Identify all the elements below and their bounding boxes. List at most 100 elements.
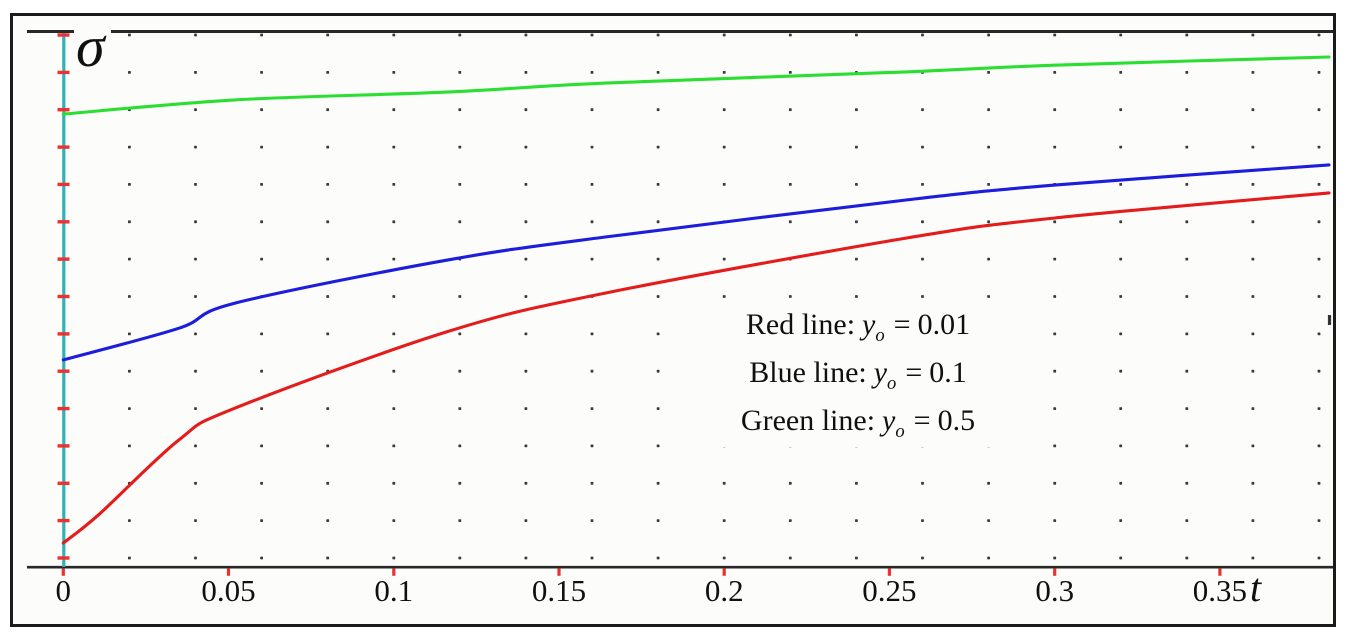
grid-dot [987,71,990,74]
grid-dot [128,295,131,298]
legend-value: 0.5 [937,404,976,437]
grid-dot [392,556,396,560]
grid-dot [855,481,858,485]
grid-dot [921,481,924,485]
grid-dot [590,71,594,74]
grid-dot [458,444,462,448]
grid-dot [1053,71,1057,74]
grid-dot [722,295,726,298]
grid-dot [1119,220,1123,224]
grid-dot [458,295,462,298]
grid-dot [194,108,197,112]
grid-dot [590,183,594,186]
grid-dot [1119,407,1123,410]
grid-dot [1251,444,1255,448]
grid-dot [855,220,858,224]
grid-dot [128,257,131,261]
grid-dot [260,183,263,186]
grid-dot [326,220,330,224]
grid-dot [788,108,792,112]
grid-dot [855,556,858,560]
grid-dot [260,481,263,485]
grid-dot [1053,369,1057,373]
grid-dot [1185,33,1189,37]
grid-dot [392,369,396,373]
legend: Red line: yo = 0.01 Blue line: yo = 0.1 Green … [712,303,1004,447]
grid-dot [260,220,263,224]
grid-dot [788,556,792,560]
grid-dot [392,33,396,37]
grid-dot [524,556,528,560]
legend-value: 0.1 [929,356,967,389]
grid-dot [1185,481,1189,485]
grid-dot [722,519,726,522]
grid-dot [855,145,858,149]
grid-dot [722,556,726,560]
grid-dot [524,481,528,485]
grid-dot [788,33,792,37]
grid-dot [788,71,792,74]
grid-dot [656,71,660,74]
grid-dot [921,556,924,560]
grid-dot [656,295,660,298]
grid-dot [1251,295,1255,298]
grid-dot [524,145,528,149]
grid-dot [921,145,924,149]
grid-dot [987,145,990,149]
grid-dot [1251,183,1255,186]
grid-dot [722,257,726,261]
grid-dot [1251,33,1255,37]
grid-dot [392,481,396,485]
grid-dot [194,257,197,261]
x-axis-title: t [1250,565,1262,610]
grid-dot [326,145,330,149]
grid-dot [392,332,396,336]
grid-dot [1317,556,1321,560]
grid-dot [458,369,462,373]
grid-dot [1317,481,1321,485]
grid-dot [1185,220,1189,224]
grid-dot [524,257,528,261]
grid-dot [1251,369,1255,373]
grid-dot [128,332,131,336]
grid-dot [722,71,726,74]
grid-dot [1251,220,1255,224]
grid-dot [392,183,396,186]
grid-dot [656,33,660,37]
grid-dot [194,369,197,373]
grid-dot [260,108,263,112]
grid-dot [458,33,462,37]
green-curve [61,55,1331,116]
grid-dot [1053,108,1057,112]
grid-dot [194,556,197,560]
legend-symbol: y [882,404,896,437]
x-tick-label-0.25: 0.25 [862,573,917,608]
grid-dot [326,71,330,74]
grid-dots [128,33,1321,560]
grid-dot [1317,183,1321,186]
legend-label: Red line: [745,308,856,341]
grid-dot [1119,519,1123,522]
grid-dot [921,257,924,261]
grid-dot [1251,407,1255,410]
grid-dot [524,444,528,448]
grid-dot [260,407,263,410]
grid-dot [458,332,462,336]
legend-subscript: o [875,325,885,347]
grid-dot [260,556,263,560]
grid-dot [722,33,726,37]
grid-dot [128,444,131,448]
grid-dot [260,519,263,522]
grid-dot [590,556,594,560]
grid-dot [1185,332,1189,336]
grid-dot [128,220,131,224]
grid-dot [1119,108,1123,112]
grid-dot [128,519,131,522]
grid-dot [392,295,396,298]
grid-dot [1119,145,1123,149]
grid-dot [524,332,528,336]
grid-dot [458,71,462,74]
grid-dot [260,332,263,336]
